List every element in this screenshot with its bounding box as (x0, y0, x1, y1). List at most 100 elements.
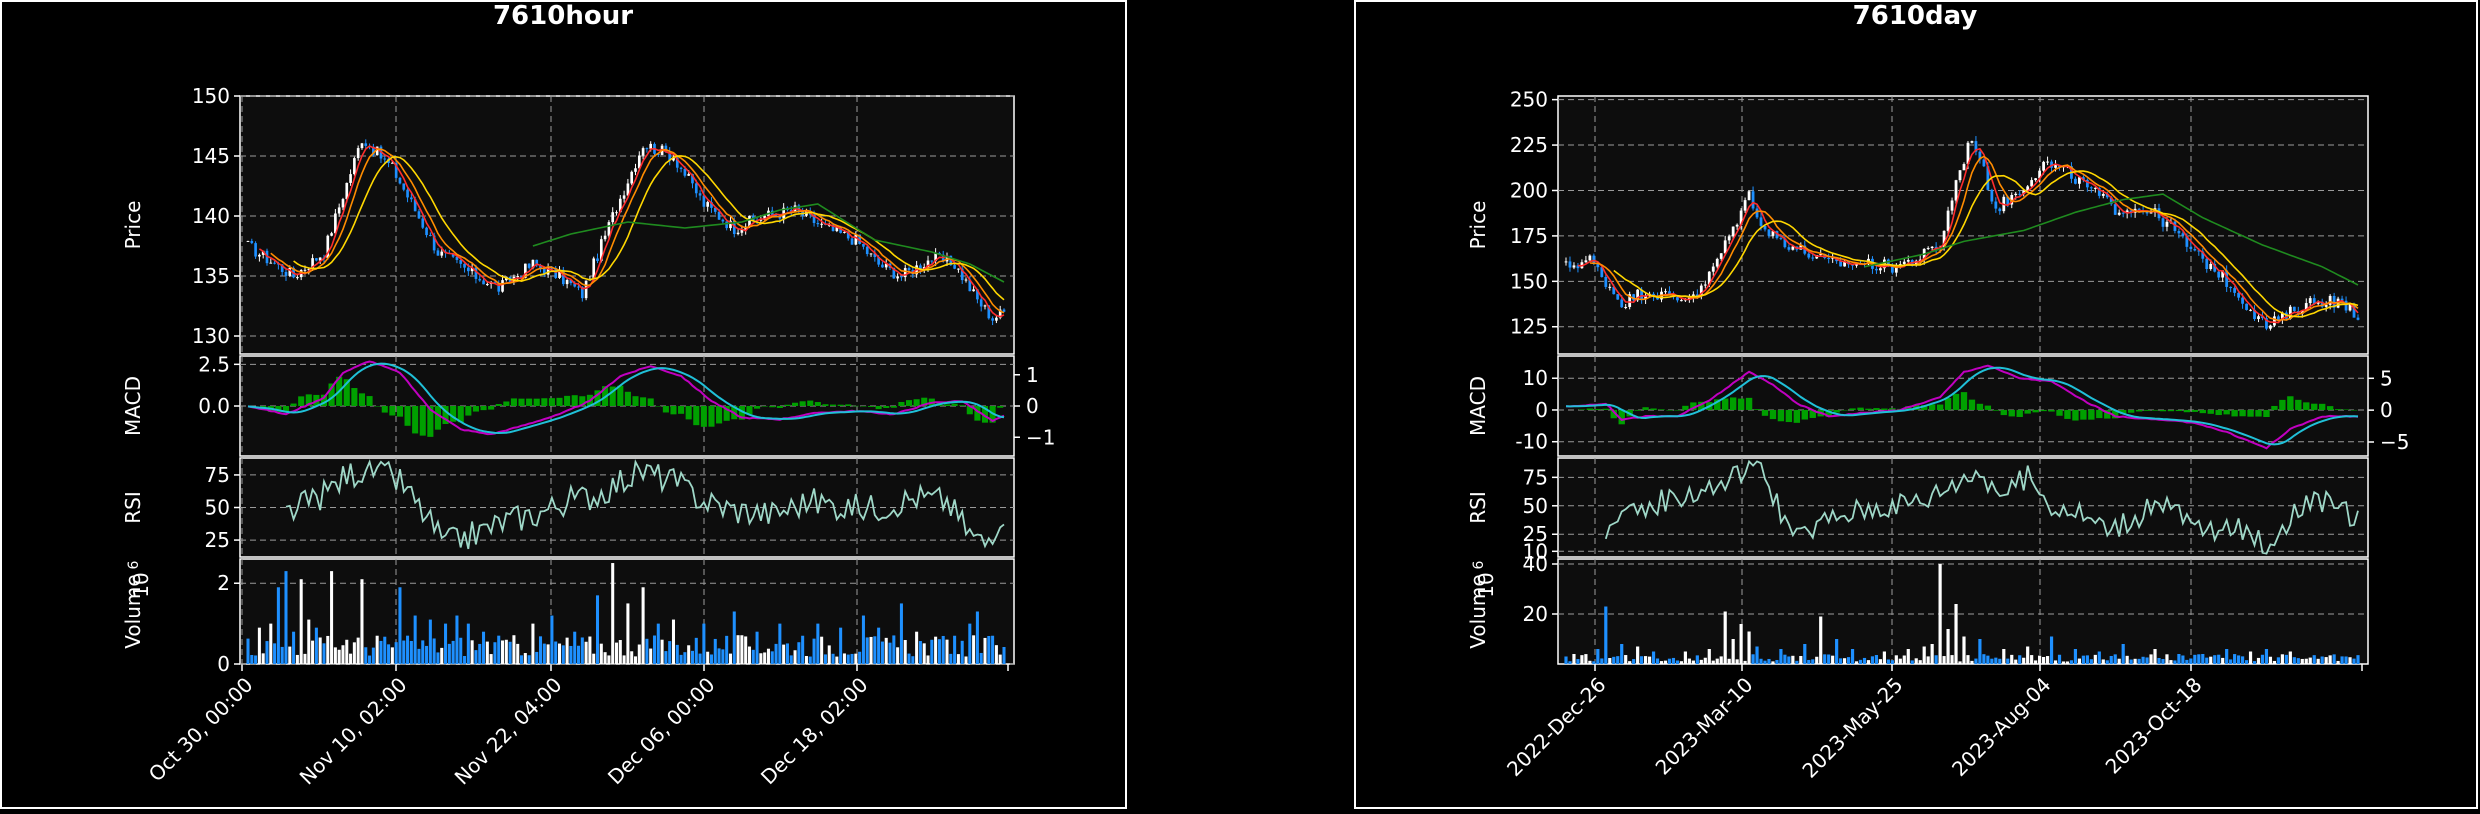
rsi-ytick-label-2: 50 (1523, 494, 1548, 518)
volume-bar-52 (444, 623, 448, 664)
candle-body-177 (2269, 325, 2272, 329)
candle-body-101 (630, 171, 634, 184)
macd-hist-bar-150 (2159, 409, 2167, 412)
volume-bar-103 (1974, 658, 1978, 664)
candle-body-39 (1719, 253, 1723, 259)
candle-body-17 (1632, 294, 1636, 301)
price-ma-line-3 (1864, 193, 2359, 286)
candle-body-129 (2078, 177, 2081, 184)
volume-bar-51 (1767, 658, 1771, 664)
volume-bar-14 (1620, 644, 1624, 664)
volume-bar-130 (2081, 655, 2085, 664)
macd-hist-bar-48 (427, 406, 434, 437)
candle-body-48 (1755, 208, 1759, 218)
macd-hist-bar-156 (2183, 409, 2191, 413)
candle-body-165 (873, 253, 877, 258)
macd-hist-bar-160 (2199, 409, 2206, 414)
macd-hist-bar-176 (913, 399, 920, 406)
macd-hist-bar-28 (351, 388, 358, 406)
volume-bar-16 (1628, 661, 1632, 664)
rsi-ylabel: RSI (1466, 491, 1490, 524)
volume-bar-183 (941, 635, 945, 664)
candle-body-120 (2042, 161, 2045, 171)
volume-bar-54 (451, 640, 455, 664)
candle-body-106 (649, 143, 653, 149)
candle-body-38 (1715, 258, 1719, 267)
candle-body-63 (486, 284, 489, 286)
volume-bar-82 (1890, 660, 1894, 664)
candle-body-59 (470, 267, 474, 272)
volume-bar-24 (1659, 661, 1664, 664)
candle-body-9 (280, 264, 284, 272)
candle-body-194 (983, 305, 987, 307)
macd-ytick-label-2: 10 (1523, 366, 1548, 390)
volume-bar-64 (1819, 616, 1823, 664)
candle-body-45 (1743, 200, 1747, 211)
candle-body-186 (953, 265, 956, 269)
macd-hist-bar-68 (503, 401, 510, 406)
volume-bar-40 (398, 587, 402, 664)
macd-hist-bar-56 (1785, 409, 1793, 423)
volume-bars (1564, 564, 2360, 664)
volume-bar-183 (2292, 657, 2296, 664)
candle-body-36 (383, 158, 387, 160)
candle-body-91 (592, 258, 596, 280)
candle-body-158 (2193, 248, 2197, 251)
volume-bar-91 (592, 653, 596, 664)
candle-body-105 (645, 148, 649, 150)
volume-bar-79 (546, 644, 550, 664)
candle-body-86 (1906, 260, 1910, 262)
candle-body-185 (949, 255, 953, 266)
macd-hist-bar-106 (647, 398, 654, 406)
candle-body-166 (877, 257, 880, 265)
macd-hist-bar-132 (2088, 409, 2095, 420)
volume-bar-75 (531, 623, 535, 664)
macd-hist-bar-30 (1682, 405, 1689, 410)
macd-hist-bar-142 (784, 404, 791, 406)
candle-body-165 (2221, 270, 2225, 278)
volume-bar-46 (421, 640, 425, 664)
candle-body-112 (672, 157, 675, 161)
macd-ytick-label-0: -10 (1515, 430, 1548, 454)
volume-bar-177 (2268, 656, 2273, 664)
candle-body-181 (934, 252, 937, 262)
candle-body-85 (569, 279, 573, 284)
candle-body-95 (607, 222, 611, 236)
volume-bar-127 (728, 653, 732, 664)
price-ma-line-0 (258, 145, 1005, 318)
macd-hist-bar-194 (981, 406, 989, 423)
volume-bar-40 (1723, 611, 1727, 664)
volume-bar-80 (1882, 651, 1886, 664)
candle-body-31 (364, 143, 368, 146)
macd-hist-bar-194 (2334, 409, 2342, 410)
candle-body-1 (1568, 261, 1572, 268)
macd-hist-bar-8 (1594, 408, 1602, 410)
volume-bar-175 (2260, 654, 2265, 664)
macd-hist-bar-198 (2350, 409, 2358, 411)
macd-hist-bar-44 (1737, 398, 1745, 410)
macd-hist-bar-112 (2008, 409, 2015, 417)
macd-hist-bar-114 (678, 406, 685, 414)
volume-bar-184 (2296, 658, 2300, 664)
volume-bar-28 (1675, 660, 1680, 664)
candle-body-58 (467, 267, 470, 272)
volume-bar-114 (679, 654, 683, 664)
macd-hist-bar-164 (867, 406, 875, 407)
volume-bar-144 (793, 650, 797, 664)
candle-body-62 (1811, 257, 1815, 259)
rsi-panel-frame (1557, 457, 2369, 558)
candle-body-121 (706, 202, 710, 207)
candle-body-15 (1624, 306, 1628, 308)
volume-bar-154 (831, 653, 835, 664)
candle-body-33 (372, 146, 375, 156)
candle-body-190 (968, 279, 972, 292)
volume-bar-23 (333, 647, 337, 664)
macd-hist-bar-76 (1865, 408, 1872, 410)
volume-bar-176 (2264, 649, 2269, 664)
macd-hist-bar-182 (2287, 396, 2294, 410)
candle-body-50 (436, 250, 440, 256)
candle-body-28 (353, 158, 356, 175)
volume-bar-113 (2014, 659, 2018, 664)
macd-hist-bar-62 (1809, 409, 1816, 418)
macd-hist-bar-52 (1769, 409, 1777, 420)
